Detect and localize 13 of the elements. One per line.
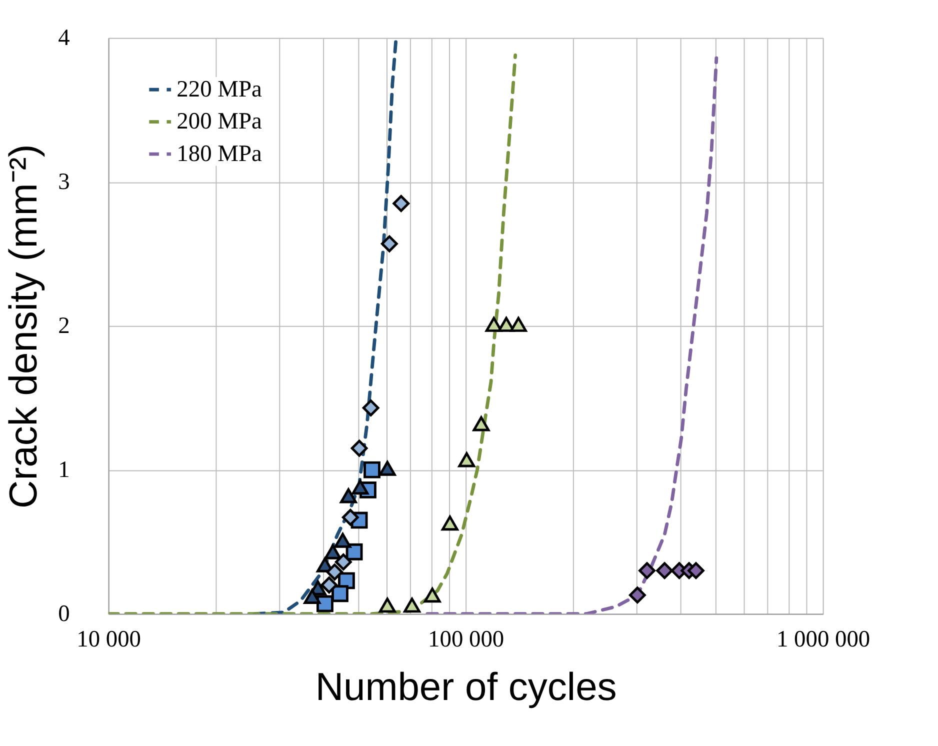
y-tick-label: 3 (58, 169, 70, 196)
legend-label: 200 MPa (176, 108, 262, 135)
legend-label: 220 MPa (176, 76, 262, 102)
x-tick-label: 100 000 (428, 626, 504, 652)
y-tick-label: 0 (58, 601, 70, 628)
y-axis-title: Crack density (mm⁻²) (2, 144, 46, 508)
x-axis-title: Number of cycles (315, 666, 617, 710)
y-tick-label: 1 (58, 457, 70, 484)
y-tick-label: 4 (58, 25, 70, 52)
x-tick-label: 10 000 (76, 626, 142, 652)
y-tick-label: 2 (58, 313, 70, 340)
x-tick-label: 1 000 000 (776, 626, 870, 652)
legend-label: 180 MPa (176, 140, 262, 167)
